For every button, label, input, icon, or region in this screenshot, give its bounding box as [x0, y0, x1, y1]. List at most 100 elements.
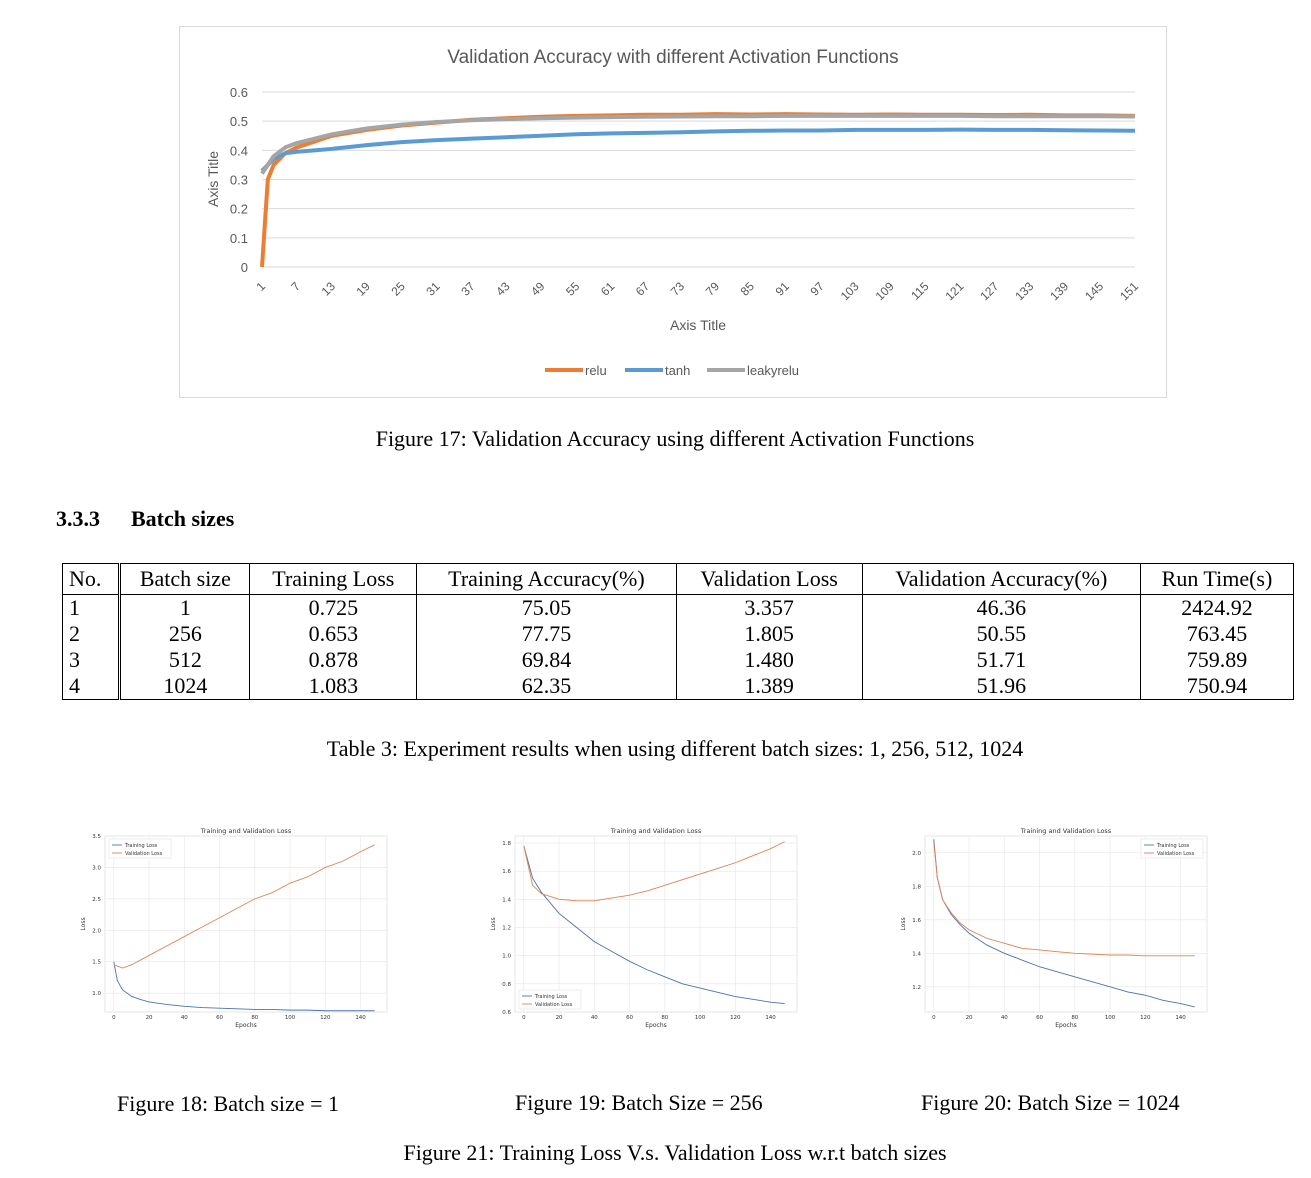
x-tick-label: 120: [730, 1015, 741, 1021]
table-3-caption: Table 3: Experiment results when using d…: [326, 736, 1024, 761]
y-tick-label: 1.4: [912, 951, 921, 957]
y-tick-label: 1.5: [92, 960, 101, 966]
legend-label-leakyrelu: leakyrelu: [747, 363, 799, 378]
y-tick-label: 1.0: [92, 991, 101, 997]
series-line: [113, 844, 375, 969]
plot-area: [924, 835, 1208, 1013]
x-tick-label: 60: [216, 1015, 223, 1021]
x-tick-label: 60: [626, 1015, 633, 1021]
table-header-cell: Batch size: [119, 563, 251, 595]
x-tick-label: 0: [112, 1015, 116, 1021]
legend-label: Training Loss: [534, 994, 568, 1000]
x-tick-label: 100: [1105, 1015, 1116, 1021]
x-tick-label: 49: [528, 279, 548, 299]
y-tick-label: 3.5: [92, 834, 101, 840]
x-tick-label: 55: [563, 279, 583, 299]
x-tick-label: 80: [661, 1015, 668, 1021]
figure-18-caption: Figure 18: Batch size = 1: [117, 1091, 339, 1116]
table-header-cell: Training Loss: [249, 563, 418, 595]
figure-17-chart: Validation Accuracy with different Activ…: [179, 26, 1167, 398]
table-cell: 0.878: [249, 647, 418, 673]
series-line-tanh: [260, 127, 1136, 173]
legend-label: Training Loss: [124, 843, 158, 849]
x-tick-label: 13: [319, 279, 339, 299]
x-tick-label: 31: [423, 279, 443, 299]
x-tick-label: 19: [354, 279, 374, 299]
table-header-cell: Validation Accuracy(%): [861, 563, 1141, 595]
x-tick-label: 85: [738, 279, 758, 299]
results-table: No. Batch size Training Loss Training Ac…: [61, 563, 1295, 700]
x-tick-label: 7: [288, 279, 303, 294]
series-line: [113, 961, 375, 1012]
x-axis-label: Epochs: [1055, 1022, 1077, 1029]
y-tick-label: 2.5: [92, 897, 101, 903]
table-cell: 1.389: [675, 673, 863, 700]
accuracy-line-chart: Validation Accuracy with different Activ…: [205, 47, 1141, 378]
loss-chart-batch-1024: Training and Validation Loss 0 20 40 60 80 100…: [900, 827, 1208, 1029]
x-tick-label: 127: [977, 279, 1001, 303]
chart-title: Training and Validation Loss: [1020, 827, 1112, 835]
series-line: [523, 841, 785, 902]
legend-label-relu: relu: [585, 363, 607, 378]
table-cell: 1: [119, 594, 251, 621]
x-tick-label: 40: [181, 1015, 188, 1021]
table-cell: 256: [119, 621, 251, 647]
table-cell: 1.805: [675, 621, 863, 647]
y-tick-label: 0.5: [230, 114, 248, 129]
table-header-cell: Run Time(s): [1139, 563, 1295, 595]
legend-label: Validation Loss: [125, 851, 163, 857]
x-tick-label: 120: [1140, 1015, 1151, 1021]
y-tick-label: 3.0: [92, 865, 101, 871]
legend-label: Training Loss: [1156, 843, 1190, 849]
y-axis-label: Axis Title: [205, 151, 221, 207]
table-cell: 1: [61, 594, 122, 621]
legend-box: [1140, 838, 1204, 859]
x-axis-label: Epochs: [235, 1022, 257, 1029]
x-tick-label: 145: [1082, 279, 1106, 303]
x-tick-label: 91: [773, 279, 793, 299]
y-tick-label: 1.8: [912, 884, 921, 890]
x-tick-label: 120: [320, 1015, 331, 1021]
y-tick-label: 2.0: [92, 928, 101, 934]
series-line: [933, 839, 1195, 1008]
x-tick-label: 139: [1047, 279, 1071, 303]
table-header-row: No. Batch size Training Loss Training Ac…: [61, 563, 1295, 595]
x-tick-label: 20: [556, 1015, 563, 1021]
table-cell: 2424.92: [1139, 594, 1295, 621]
x-tick-label: 1: [253, 279, 268, 294]
chart-title: Training and Validation Loss: [610, 827, 702, 835]
y-tick-label: 1.0: [502, 954, 511, 960]
table-cell: 46.36: [861, 594, 1141, 621]
x-axis-label: Axis Title: [670, 317, 726, 333]
y-tick-label: 0.8: [502, 982, 511, 988]
series-line: [933, 842, 1195, 957]
x-tick-label: 0: [522, 1015, 526, 1021]
figure-17-caption: Figure 17: Validation Accuracy using dif…: [375, 426, 975, 451]
table-cell: 3: [61, 647, 122, 673]
x-tick-label: 140: [1175, 1015, 1186, 1021]
table-cell: 75.05: [416, 594, 677, 621]
table-cell: 759.89: [1139, 647, 1295, 673]
table-cell: 2: [61, 621, 122, 647]
x-tick-label: 109: [873, 279, 897, 303]
x-tick-label: 0: [932, 1015, 936, 1021]
x-tick-label: 97: [807, 279, 827, 299]
y-axis-label: Loss: [80, 917, 87, 930]
table-cell: 51.71: [861, 647, 1141, 673]
table-cell: 50.55: [861, 621, 1141, 647]
series-line-relu: [260, 112, 1136, 268]
chart-title: Validation Accuracy with different Activ…: [447, 47, 898, 68]
figure-19-caption: Figure 19: Batch Size = 256: [515, 1090, 763, 1115]
loss-chart-batch-256: Training and Validation Loss 0 20 40 60 80 100…: [490, 827, 798, 1029]
plot-area: [104, 835, 388, 1013]
x-tick-label: 80: [1071, 1015, 1078, 1021]
y-tick-label: 0: [241, 260, 248, 275]
x-tick-label: 67: [633, 279, 653, 299]
y-tick-label: 1.2: [502, 926, 511, 932]
legend-box: [108, 838, 172, 859]
table-cell: 3.357: [675, 594, 863, 621]
legend-label: Validation Loss: [1157, 851, 1195, 857]
table-cell: 750.94: [1139, 673, 1295, 700]
x-tick-label: 80: [251, 1015, 258, 1021]
x-tick-label: 40: [591, 1015, 598, 1021]
